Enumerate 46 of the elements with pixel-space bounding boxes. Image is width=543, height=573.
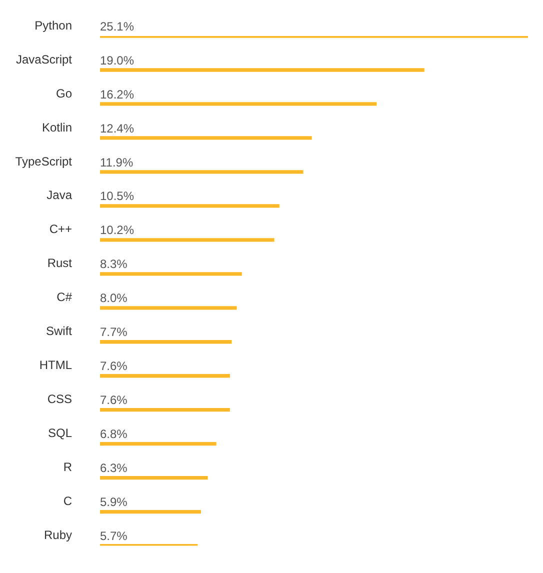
y-tick-label: Swift	[46, 324, 73, 338]
data-label: 7.6%	[100, 359, 128, 374]
data-label: 10.5%	[100, 189, 134, 204]
bar	[100, 408, 230, 412]
y-tick-label: Python	[34, 18, 72, 32]
y-tick-label: HTML	[39, 358, 72, 372]
data-label: 6.8%	[100, 427, 128, 442]
data-label: 6.3%	[100, 461, 128, 476]
data-label: 25.1%	[100, 19, 134, 34]
data-label: 8.3%	[100, 257, 128, 272]
bar	[100, 102, 377, 106]
y-tick-label: C#	[56, 290, 72, 304]
y-tick-label: TypeScript	[15, 154, 73, 168]
data-label: 16.2%	[100, 87, 134, 102]
bar	[100, 272, 242, 276]
y-tick-label: R	[63, 460, 72, 474]
data-label: 12.4%	[100, 121, 134, 136]
y-tick-label: Rust	[47, 256, 73, 270]
bar	[100, 238, 274, 242]
y-tick-label: Go	[56, 86, 72, 100]
bar	[100, 374, 230, 378]
bar	[100, 306, 237, 310]
data-label: 7.6%	[100, 393, 128, 408]
bar	[100, 136, 312, 140]
data-label: 19.0%	[100, 53, 134, 68]
bar	[100, 204, 280, 208]
bar	[100, 476, 208, 480]
y-tick-label: SQL	[48, 426, 72, 440]
bar	[100, 68, 424, 72]
bar	[100, 510, 201, 514]
y-tick-label: Java	[46, 188, 72, 202]
data-label: 7.7%	[100, 325, 128, 340]
data-label: 8.0%	[100, 291, 128, 306]
y-tick-label: Kotlin	[42, 120, 72, 134]
bar	[100, 170, 304, 174]
data-label: 5.9%	[100, 495, 128, 510]
bar	[100, 340, 232, 344]
data-label: 5.7%	[100, 529, 128, 544]
data-label: 11.9%	[100, 155, 134, 170]
bar	[100, 442, 216, 446]
y-tick-label: JavaScript	[16, 52, 73, 66]
y-tick-label: C	[63, 494, 72, 508]
y-tick-label: CSS	[47, 392, 72, 406]
data-label: 10.2%	[100, 223, 134, 238]
y-tick-label: C++	[49, 222, 72, 236]
y-tick-label: Ruby	[44, 528, 72, 542]
